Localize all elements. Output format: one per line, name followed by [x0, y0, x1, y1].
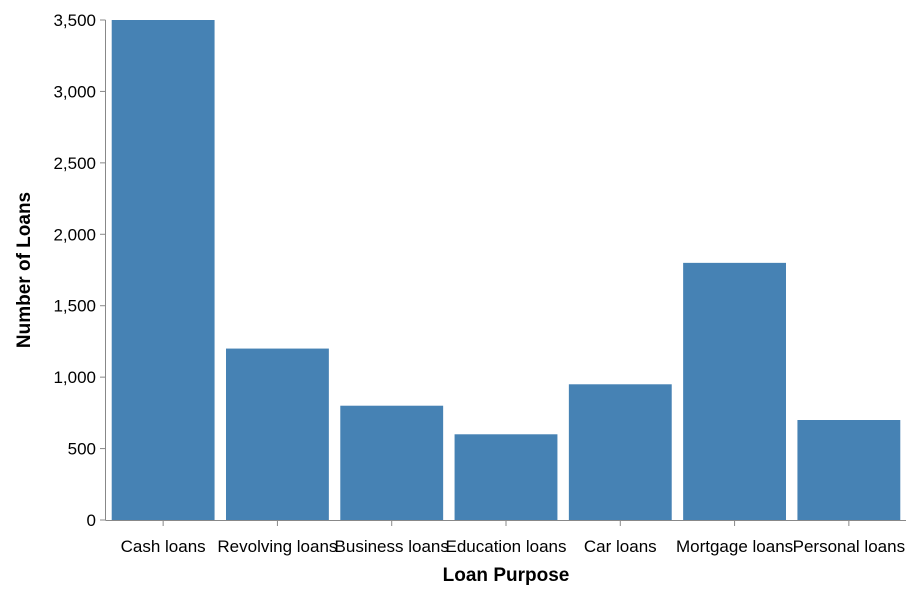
bar-business-loans — [340, 405, 444, 520]
x-tick-label: Education loans — [446, 537, 567, 556]
y-axis-title: Number of Loans — [14, 192, 35, 348]
x-tick-label: Mortgage loans — [676, 537, 793, 556]
x-tick-label: Cash loans — [121, 537, 206, 556]
x-tick-label: Personal loans — [793, 537, 905, 556]
y-tick-label: 2,000 — [53, 225, 96, 244]
y-tick-label: 0 — [87, 511, 96, 530]
bar-car-loans — [568, 384, 672, 520]
y-tick-label: 3,500 — [53, 11, 96, 30]
y-tick-label: 3,000 — [53, 82, 96, 101]
x-tick-label: Revolving loans — [217, 537, 337, 556]
bar-education-loans — [454, 434, 558, 520]
x-axis-title: Loan Purpose — [443, 565, 570, 586]
bar-personal-loans — [797, 420, 901, 520]
y-tick-label: 2,500 — [53, 154, 96, 173]
bar-mortgage-loans — [683, 262, 786, 520]
bars-layer — [111, 20, 901, 520]
y-axis: 0 500 1,000 1,500 2,000 2,500 3,000 3,500 — [53, 11, 106, 530]
y-tick-label: 1,000 — [53, 368, 96, 387]
bar-cash-loans — [111, 20, 215, 520]
x-tick-label: Car loans — [584, 537, 657, 556]
y-tick-label: 500 — [68, 440, 96, 459]
x-tick-label: Business loans — [335, 537, 449, 556]
y-tick-label: 1,500 — [53, 297, 96, 316]
bar-revolving-loans — [226, 348, 329, 520]
